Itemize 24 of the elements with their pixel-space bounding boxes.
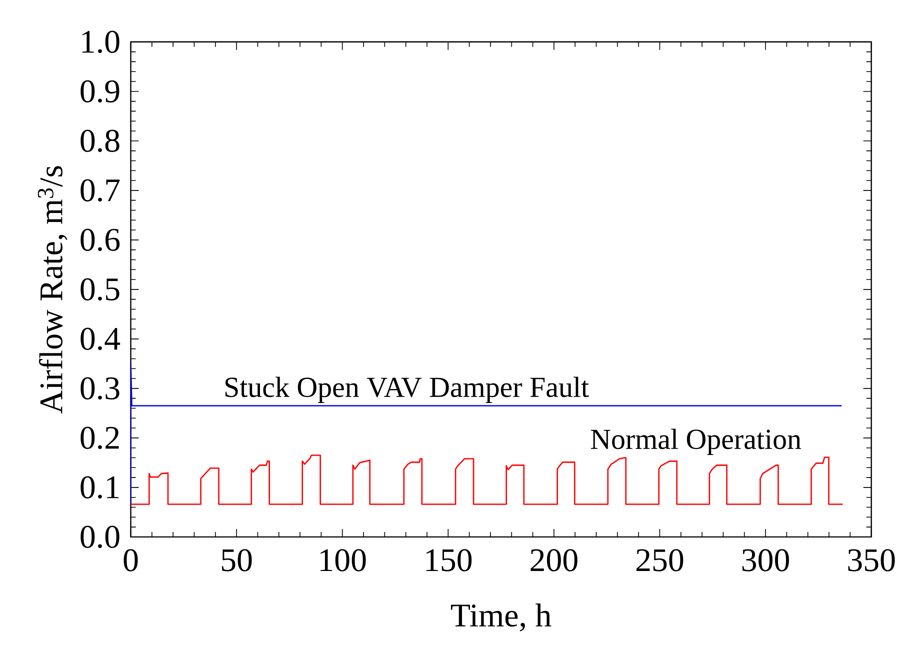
x-tick-label: 350 [848,549,895,572]
y-tick-label: 0.6 [80,228,120,252]
x-axis-title: Time, h [450,604,552,632]
y-tick-label: 0.7 [80,179,120,202]
x-tick-label: 250 [636,549,684,572]
series-label: Stuck Open VAV Damper Fault [225,376,589,404]
y-tick-label: 1.0 [82,30,120,54]
y-tick-label: 0.3 [80,377,120,400]
y-tick-label: 0.1 [80,476,119,499]
x-tick-label: 0 [124,549,138,572]
y-tick-label: 0.4 [80,328,120,350]
y-tick-label: 0.5 [80,278,120,301]
series-label: Normal Operation [590,428,802,456]
x-tick-label: 100 [320,549,366,572]
x-tick-label: 300 [742,549,789,572]
x-tick-label: 50 [222,549,252,572]
y-tick-label: 0.2 [80,426,119,450]
line-series [130,454,844,506]
x-tick-label: 150 [426,549,472,572]
y-axis-title: Airflow Rate, m$^{3}$/s [38,166,68,414]
x-tick-label: 200 [530,549,578,572]
y-tick-label: 0.0 [80,526,120,548]
y-tick-label: 0.9 [80,80,120,103]
y-tick-label: 0.8 [80,130,120,152]
